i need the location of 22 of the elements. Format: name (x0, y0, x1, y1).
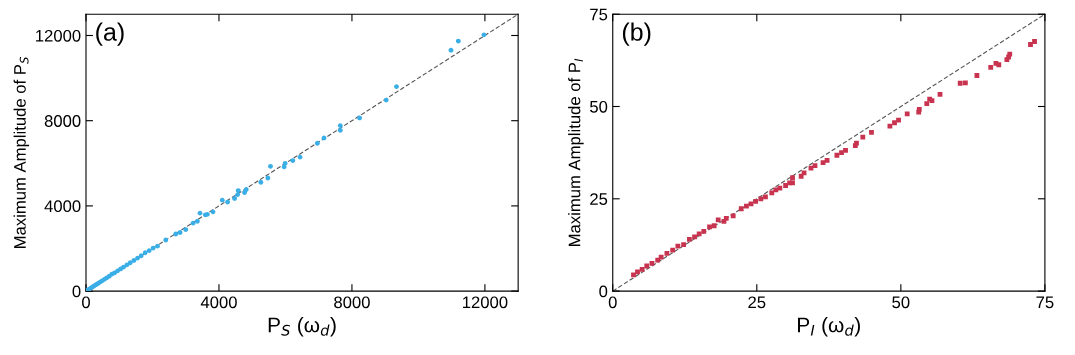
annotation: (a) (96, 22, 124, 46)
x-tick-label: 12000 (463, 296, 508, 309)
y-axis-title: Maximum Amplitude of P$_{S}$ (13, 56, 30, 248)
y-axis-title: Maximum Amplitude of P$_{I}$ (568, 58, 584, 246)
x-tick-label: 75 (1036, 296, 1054, 309)
y-tick-label: 12000 (36, 29, 81, 42)
y-tick-label: 0 (599, 285, 608, 298)
y-tick-label: 8000 (44, 115, 81, 127)
y-tick-label: 75 (590, 8, 608, 21)
x-tick-label: 8000 (334, 296, 370, 309)
x-tick-label: 25 (748, 296, 766, 309)
x-tick-label: 0 (608, 296, 617, 309)
x-tick-label: 0 (82, 296, 90, 309)
y-tick-label: 25 (590, 193, 608, 205)
x-tick-label: 50 (892, 296, 910, 309)
x-axis-title: P$_{S}$ (ω$_{d}$) (268, 317, 336, 337)
annotation: (b) (622, 22, 651, 46)
y-tick-label: 50 (590, 100, 608, 113)
y-tick-label: 4000 (44, 200, 81, 213)
x-tick-label: 4000 (200, 296, 237, 309)
x-axis-title: P$_{I}$ (ω$_{d}$) (798, 317, 860, 337)
y-tick-label: 0 (72, 285, 81, 298)
